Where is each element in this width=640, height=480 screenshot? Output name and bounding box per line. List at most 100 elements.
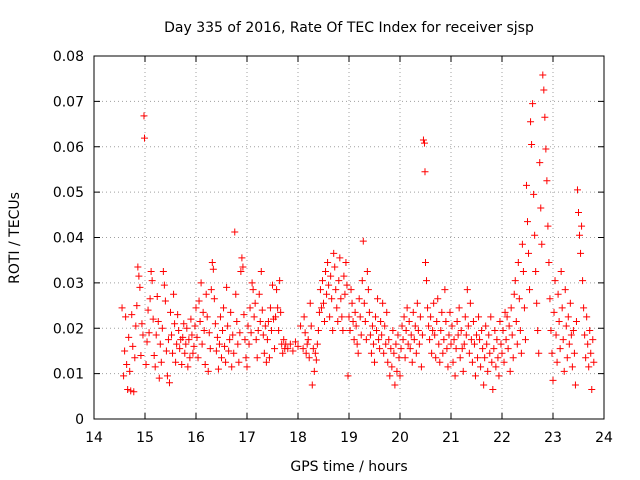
y-axis-title: ROTI / TECUs (7, 192, 23, 284)
data-point (243, 363, 251, 371)
data-point (491, 327, 499, 335)
data-point (434, 295, 442, 303)
data-point (130, 388, 138, 396)
chart-title: Day 335 of 2016, Rate Of TEC Index for r… (164, 20, 534, 36)
data-point (577, 249, 585, 257)
data-point (157, 358, 165, 366)
data-point (178, 361, 186, 369)
data-point (344, 372, 352, 380)
data-point (470, 340, 478, 348)
data-point (338, 313, 346, 321)
data-point (313, 340, 321, 348)
data-point (477, 363, 485, 371)
data-point (448, 322, 456, 330)
data-point (588, 386, 596, 394)
data-point (360, 299, 368, 307)
data-point (397, 345, 405, 353)
data-point (547, 327, 555, 335)
data-point (161, 297, 169, 305)
data-point (512, 317, 520, 325)
data-point (381, 322, 389, 330)
data-point (439, 349, 447, 357)
y-tick-label: 0 (75, 412, 84, 428)
data-point (181, 349, 189, 357)
data-point (152, 331, 160, 339)
data-point (489, 386, 497, 394)
data-point (347, 286, 355, 294)
data-point (455, 304, 463, 312)
data-point (259, 331, 267, 339)
data-point (427, 313, 435, 321)
y-tick-label: 0.05 (53, 185, 84, 201)
data-point (249, 286, 257, 294)
data-point (569, 327, 577, 335)
data-point (125, 333, 133, 341)
data-point (488, 358, 496, 366)
data-point (308, 381, 316, 389)
data-point (497, 340, 505, 348)
data-point (469, 317, 477, 325)
data-point (211, 320, 219, 328)
data-point (549, 376, 557, 384)
data-point (153, 292, 161, 300)
data-point (586, 327, 594, 335)
data-point (340, 272, 348, 280)
x-tick-label: 20 (391, 430, 409, 446)
data-point (391, 381, 399, 389)
data-point (359, 237, 367, 245)
data-point (234, 340, 242, 348)
data-point (496, 317, 504, 325)
data-point (499, 327, 507, 335)
data-point (551, 277, 559, 285)
data-point (237, 268, 245, 276)
data-point (393, 367, 401, 375)
data-point (361, 317, 369, 325)
data-point (306, 299, 314, 307)
data-point (562, 322, 570, 330)
data-point (300, 313, 308, 321)
grid-lines (94, 56, 604, 419)
data-point (247, 329, 255, 337)
data-point (366, 331, 374, 339)
data-point (184, 363, 192, 371)
data-point (209, 265, 217, 273)
data-point (443, 345, 451, 353)
data-point (240, 311, 248, 319)
data-point (374, 295, 382, 303)
data-point (584, 340, 592, 348)
data-point (505, 322, 513, 330)
data-point (525, 249, 533, 257)
data-point (401, 354, 409, 362)
data-point (132, 322, 140, 330)
data-point (544, 222, 552, 230)
data-point (142, 361, 150, 369)
data-point (561, 286, 569, 294)
data-point (182, 340, 190, 348)
data-point (246, 304, 254, 312)
data-point (402, 327, 410, 335)
data-point (372, 313, 380, 321)
data-point (321, 317, 329, 325)
data-point (531, 231, 539, 239)
data-point (543, 177, 551, 185)
data-point (238, 254, 246, 262)
data-point (554, 290, 562, 298)
data-point (218, 354, 225, 362)
data-point (180, 320, 188, 328)
data-point (264, 317, 272, 325)
data-point (204, 367, 212, 375)
data-point (548, 349, 556, 357)
data-point (225, 347, 233, 355)
x-tick-label: 24 (595, 430, 613, 446)
data-point (301, 329, 309, 337)
data-point (258, 306, 266, 314)
data-point (454, 331, 462, 339)
data-point (390, 349, 398, 357)
data-point (274, 304, 282, 312)
data-point (540, 86, 548, 94)
data-point (257, 268, 265, 276)
data-point (233, 317, 241, 325)
data-point (518, 240, 526, 248)
data-point (140, 112, 148, 120)
data-point (345, 313, 353, 321)
